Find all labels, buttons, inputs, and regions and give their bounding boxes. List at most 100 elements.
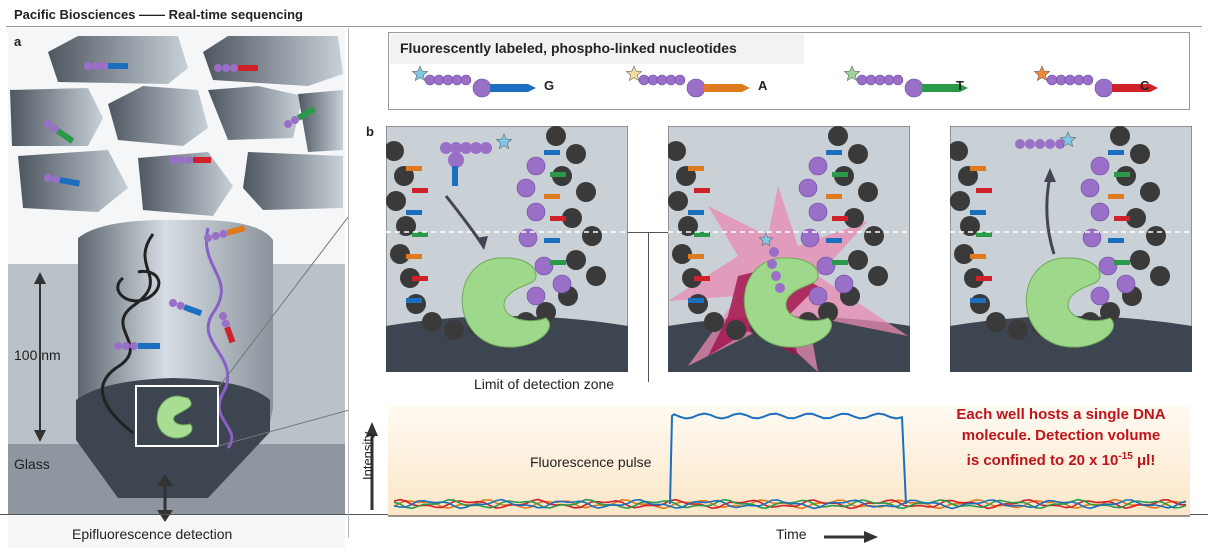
phosphate-bead — [433, 74, 445, 86]
nucleotide-bead — [834, 274, 854, 294]
base-pair-tag — [1108, 150, 1124, 155]
dna-bead — [672, 244, 692, 264]
fluorophore-star-icon — [843, 65, 861, 82]
polymerase — [743, 257, 832, 348]
phosphate-bead — [856, 74, 868, 86]
scale-label: 100 nm — [14, 347, 61, 363]
nucleotide-bead — [808, 286, 828, 306]
dna-coil — [116, 269, 161, 303]
base-tag — [922, 84, 968, 92]
header-rule — [6, 26, 1202, 27]
well-tile — [138, 152, 233, 216]
dna-bead — [844, 208, 864, 228]
phosphate-bead — [442, 74, 454, 86]
base-pair-tag — [970, 210, 986, 215]
dna-bead — [396, 216, 416, 236]
nucleotide-bead — [516, 178, 536, 198]
base-pair-tag — [1108, 238, 1124, 243]
nucleotide-bead — [1116, 274, 1136, 294]
sugar-bead — [686, 78, 706, 98]
base-pair-tag — [544, 194, 560, 199]
base-pair-tag — [688, 166, 704, 171]
phosphate-bead — [1045, 139, 1055, 149]
base-pair-tag — [970, 166, 986, 171]
base-pair-tag — [970, 298, 986, 303]
legend-base-c: C — [1140, 78, 1150, 93]
base-pair-tag — [826, 150, 842, 155]
polymerase — [1025, 257, 1114, 348]
y-axis-label: Intensity — [360, 431, 375, 480]
well-tile — [48, 36, 188, 84]
dna-bead — [386, 191, 406, 211]
phosphate-bead — [647, 74, 659, 86]
phosphate-bead — [638, 74, 650, 86]
nucleotide-bead — [526, 286, 546, 306]
dna-bead — [582, 226, 602, 246]
nucleotide-bead — [800, 228, 820, 248]
base-pair-tag — [550, 172, 566, 177]
dna-bead — [818, 302, 838, 322]
dna-bead — [1110, 126, 1130, 146]
dna-bead — [986, 312, 1006, 332]
nucleotide-bead — [526, 202, 546, 222]
note-line-2: molecule. Detection volume — [961, 427, 1161, 444]
dna-bead — [1130, 144, 1150, 164]
legend-base-g: G — [544, 78, 555, 93]
note-line-3-suffix: μl! — [1132, 452, 1156, 469]
dna-bead — [848, 250, 868, 270]
base-pair-tag — [976, 188, 992, 193]
release-arrow — [1045, 175, 1056, 255]
fluorophore-star-icon — [411, 65, 429, 82]
legend-title-bg — [390, 34, 804, 64]
dna-bead — [682, 268, 702, 288]
base-pair-tag — [550, 260, 566, 265]
nucleotide-bead — [526, 156, 546, 176]
base-pair-tag — [1114, 172, 1130, 177]
base-pair-tag — [1114, 216, 1130, 221]
base-pair-tag — [694, 276, 710, 281]
incoming-arrowhead — [476, 236, 488, 250]
base-pair-tag — [412, 188, 428, 193]
zone-pointer-v — [648, 232, 649, 382]
dna-bead — [950, 141, 968, 161]
base-tag — [704, 84, 750, 92]
dna-strand-template — [204, 227, 234, 449]
nucleotide-bead — [816, 256, 836, 276]
sugar-bead — [1094, 78, 1114, 98]
dna-bead — [386, 141, 404, 161]
phosphate-bead — [775, 283, 785, 293]
free-nucleotides — [44, 62, 316, 350]
zero-mode-waveguide — [78, 219, 273, 432]
legend-nucleotide-a — [625, 65, 750, 98]
nucleotide-bead — [534, 256, 554, 276]
phosphate-bead — [440, 142, 452, 154]
base-pair-tag — [1114, 260, 1130, 265]
nucleotide-bead — [1080, 178, 1100, 198]
base-pair-tag — [406, 298, 422, 303]
base-pair-tag — [688, 210, 704, 215]
base-pair-tag — [832, 172, 848, 177]
release-arrowhead — [1044, 168, 1056, 182]
figure-title: Pacific Biosciences —— Real-time sequenc… — [14, 7, 303, 22]
base-pair-tag — [694, 232, 710, 237]
base-pair-tag — [406, 210, 422, 215]
dna-bead — [828, 126, 848, 146]
sugar-bead — [472, 78, 492, 98]
base-pair-tag — [1108, 194, 1124, 199]
dna-bead — [406, 294, 426, 314]
phosphate-bead — [883, 74, 895, 86]
phosphate-bead — [1035, 139, 1045, 149]
base-pair-tag — [832, 260, 848, 265]
panel-divider — [348, 28, 349, 538]
frame-1-incoming — [386, 126, 628, 372]
well-tile — [10, 88, 103, 146]
base-pair-tag — [832, 216, 848, 221]
dna-bead — [586, 266, 606, 286]
fluorophore-star-icon — [1033, 65, 1051, 82]
phosphate-bead — [1055, 139, 1065, 149]
phosphate-bead — [771, 271, 781, 281]
phosphate-bead — [1025, 139, 1035, 149]
legend-nucleotide-t — [843, 65, 968, 98]
well-tile — [208, 86, 303, 140]
dna-bead — [566, 144, 586, 164]
